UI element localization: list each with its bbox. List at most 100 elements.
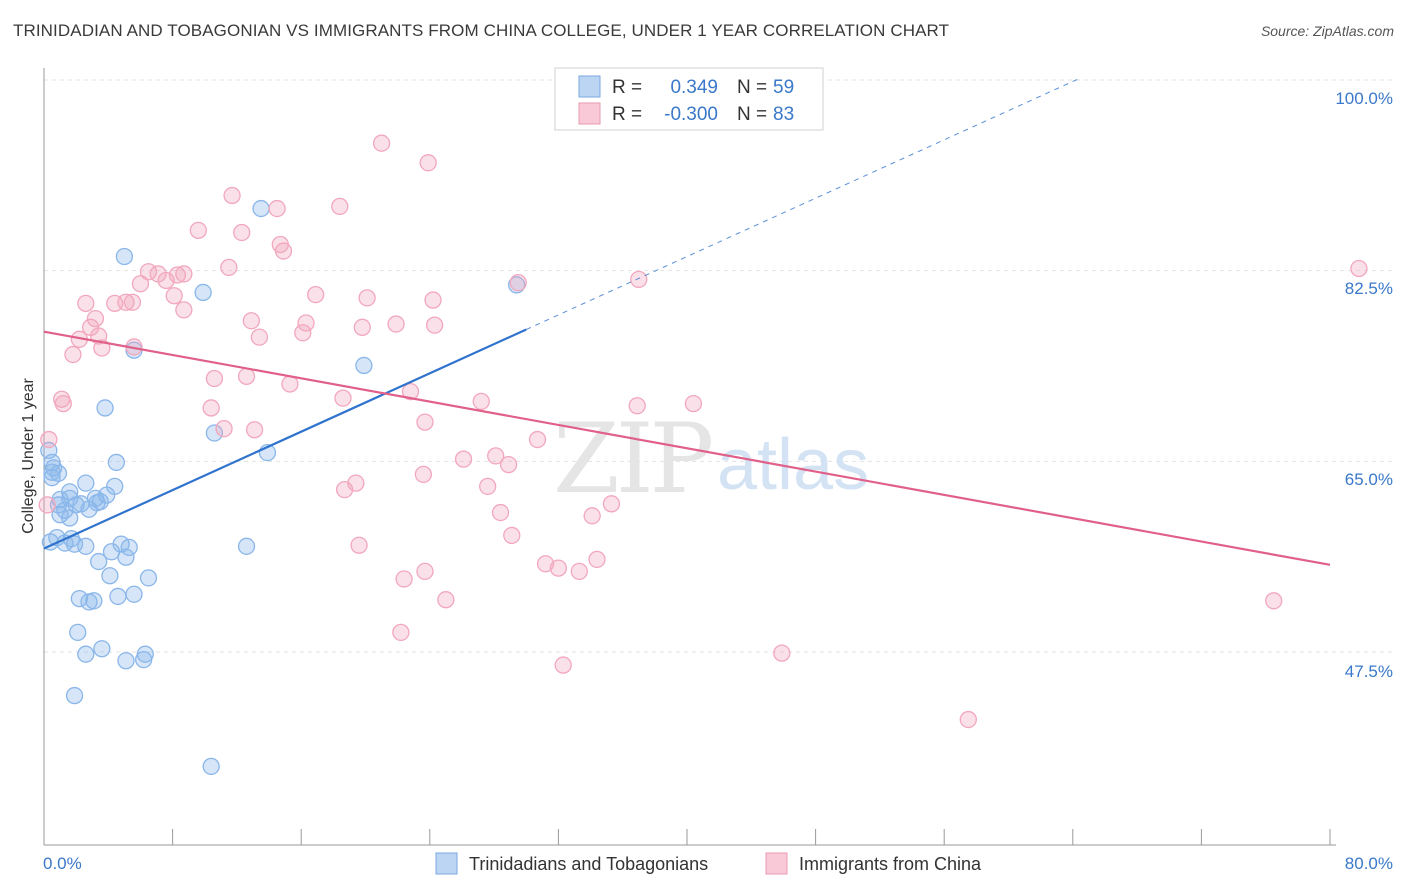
data-point (499, 455, 518, 474)
data-point (358, 289, 376, 307)
bottom-legend-label-china: Immigrants from China (799, 854, 982, 874)
data-point (245, 421, 264, 439)
data-point (250, 328, 269, 346)
data-point (554, 656, 572, 674)
data-point (472, 392, 490, 411)
data-point (237, 537, 256, 555)
y-tick-labels: 100.0% 82.5% 65.0% 47.5% (1335, 89, 1393, 681)
bottom-legend-label-trinidadians: Trinidadians and Tobagonians (469, 854, 708, 874)
data-point (96, 399, 114, 417)
watermark-atlas: atlas (717, 425, 869, 505)
data-point (115, 247, 134, 266)
bottom-legend-swatch-trinidadians (435, 852, 458, 875)
legend-r-value: -0.300 (664, 104, 718, 125)
data-point (38, 496, 56, 514)
data-point (120, 538, 138, 557)
data-point (117, 293, 135, 311)
data-point (416, 562, 434, 581)
legend-swatch-china (578, 102, 601, 125)
data-point (487, 447, 505, 465)
data-point (347, 474, 365, 492)
data-point (416, 413, 434, 431)
data-point (454, 450, 473, 468)
data-point (307, 285, 325, 304)
data-point (331, 197, 349, 216)
data-point (165, 287, 183, 305)
data-point (630, 270, 648, 289)
grid (44, 79, 1393, 653)
chart-title: TRINIDADIAN AND TOBAGONIAN VS IMMIGRANTS… (13, 21, 950, 40)
legend-swatch-trinidadians (578, 75, 601, 98)
data-point (91, 492, 109, 511)
data-point (131, 275, 150, 293)
y-tick-label: 100.0% (1335, 89, 1393, 108)
data-point (419, 154, 437, 172)
data-point (85, 592, 103, 610)
data-point (117, 652, 135, 670)
data-point (106, 477, 124, 496)
data-point (387, 315, 405, 333)
watermark: ZIP atlas (553, 403, 869, 515)
y-tick-label: 65.0% (1345, 470, 1393, 489)
data-point (107, 453, 125, 472)
data-point (72, 495, 90, 513)
y-axis-label: College, Under 1 year (20, 378, 37, 534)
data-point (101, 567, 119, 585)
data-point (223, 186, 241, 205)
data-point (136, 645, 154, 663)
bottom-legend-swatch-china (765, 852, 788, 875)
trend-line-trinidadians-extension (526, 77, 1082, 330)
data-point (205, 424, 224, 442)
data-point (70, 589, 89, 608)
data-point (372, 134, 391, 152)
data-point (294, 324, 312, 342)
data-point (297, 314, 315, 332)
data-point (54, 394, 72, 413)
data-point (491, 503, 510, 522)
data-point (425, 316, 444, 334)
data-point (237, 367, 256, 386)
data-point (355, 356, 373, 375)
data-point (202, 399, 220, 417)
data-point (959, 710, 977, 729)
data-point (125, 585, 143, 603)
data-point (77, 294, 95, 313)
data-point (588, 550, 606, 569)
bottom-legend: Trinidadians and Tobagonians Immigrants … (435, 852, 982, 875)
legend-r-label: R = (612, 77, 642, 98)
data-point (51, 506, 69, 524)
data-point (123, 293, 142, 311)
data-point (437, 591, 455, 609)
legend-n-label: N = (737, 77, 767, 98)
y-tick-label: 82.5% (1345, 279, 1393, 298)
data-point (90, 552, 108, 571)
watermark-zip: ZIP (553, 403, 712, 515)
data-point (205, 369, 224, 388)
data-point (392, 623, 410, 642)
legend-n-value: 59 (773, 77, 794, 98)
data-point (93, 640, 111, 658)
data-point (43, 463, 61, 481)
data-point (479, 477, 497, 496)
data-point (109, 587, 127, 606)
data-point (77, 537, 95, 555)
legend-r-label: R = (612, 104, 642, 125)
x-tick-label-right: 80.0% (1345, 854, 1393, 873)
data-point (65, 686, 84, 705)
data-point (395, 570, 413, 588)
trend-line-china (43, 330, 1331, 566)
data-point (602, 495, 621, 513)
data-point (139, 569, 158, 587)
data-point (414, 465, 433, 484)
data-point (61, 509, 79, 527)
data-point (77, 645, 95, 663)
data-point (175, 265, 193, 283)
data-point (93, 339, 111, 357)
data-point (1350, 259, 1368, 278)
data-point (1265, 592, 1283, 610)
data-point (189, 221, 207, 240)
data-point (334, 389, 352, 407)
data-point (549, 559, 568, 577)
data-point (583, 507, 601, 525)
